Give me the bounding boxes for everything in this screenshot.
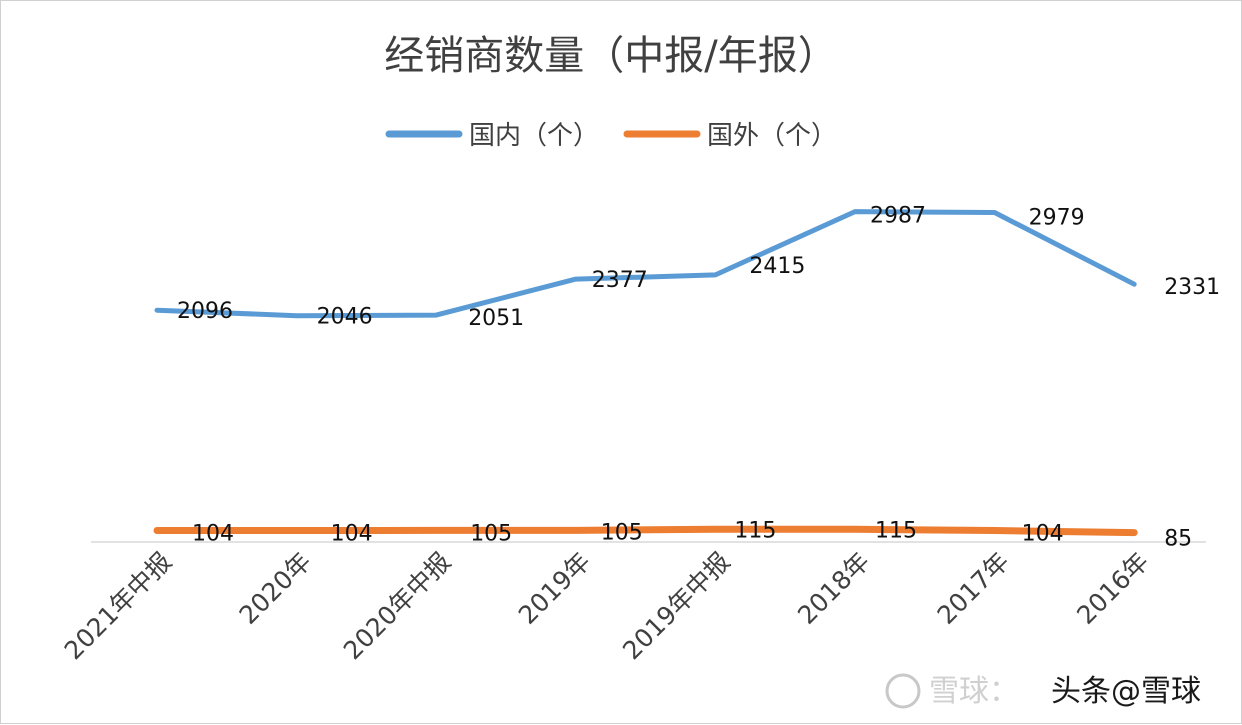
- data-label-overseas-1: 104: [331, 522, 373, 547]
- x-tick-label-0: 2021年中报: [59, 547, 178, 666]
- data-labels-layer: 2096 2046 2051 2377 2415 2987 2979 2331 104 104 10…: [177, 204, 1220, 552]
- watermark-right: 头条@雪球: [1051, 674, 1201, 709]
- data-label-domestic-6: 2979: [1029, 206, 1085, 231]
- x-tick-label-2: 2020年中报: [338, 547, 457, 666]
- data-label-domestic-3: 2377: [592, 268, 648, 293]
- data-label-overseas-2: 105: [470, 521, 512, 546]
- data-label-overseas-6: 104: [1022, 522, 1064, 547]
- watermark-left: 雪球：: [929, 674, 1019, 709]
- x-tick-label-5: 2018年: [792, 547, 875, 630]
- data-label-domestic-1: 2046: [317, 305, 373, 330]
- watermark: 雪球： 头条@雪球: [885, 673, 1201, 709]
- x-tick-label-3: 2019年: [513, 547, 596, 630]
- data-label-domestic-2: 2051: [468, 306, 524, 331]
- data-label-overseas-5: 115: [875, 518, 917, 543]
- x-tick-label-6: 2017年: [932, 547, 1015, 630]
- legend-label-overseas: 国外（个）: [707, 121, 837, 151]
- data-label-domestic-4: 2415: [749, 254, 805, 279]
- data-label-domestic-7: 2331: [1164, 275, 1220, 300]
- series-line-domestic: [154, 209, 1137, 319]
- data-label-overseas-4: 115: [734, 518, 776, 543]
- series-layer: [153, 209, 1138, 537]
- data-label-overseas-7: 85: [1164, 527, 1192, 552]
- legend-label-domestic: 国内（个）: [469, 121, 599, 151]
- x-tick-label-7: 2016年: [1071, 547, 1154, 630]
- x-tick-labels: 2021年中报 2020年 2020年中报 2019年 2019年中报 2018年 2017…: [59, 547, 1155, 666]
- snowball-logo-icon: [885, 673, 921, 709]
- data-label-overseas-3: 105: [601, 520, 643, 545]
- chart-title: 经销商数量（中报/年报）: [384, 33, 837, 79]
- legend: 国内（个） 国外（个）: [385, 121, 837, 151]
- series-line-overseas: [153, 525, 1138, 537]
- data-label-overseas-0: 104: [192, 522, 234, 547]
- x-tick-label-4: 2019年中报: [617, 547, 736, 666]
- x-tick-label-1: 2020年: [234, 547, 317, 630]
- data-label-domestic-5: 2987: [870, 204, 926, 229]
- data-label-domestic-0: 2096: [177, 299, 233, 324]
